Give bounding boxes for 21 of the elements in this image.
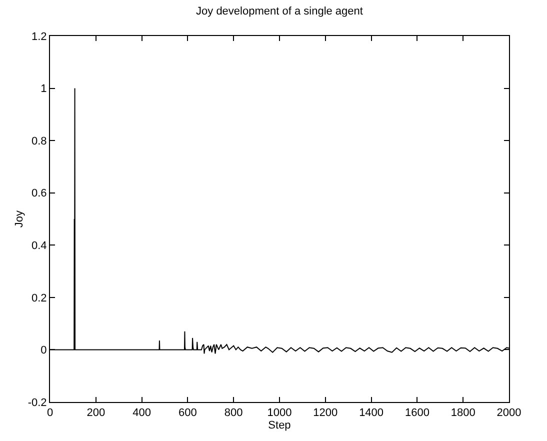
- x-tick-label: 600: [178, 407, 197, 420]
- y-tick-label: 0.4: [32, 240, 47, 252]
- x-tick-label: 2000: [496, 407, 522, 420]
- x-tick-label: 400: [132, 407, 151, 420]
- y-tick-label: -0.2: [28, 396, 47, 409]
- x-tick-label: 1400: [359, 407, 384, 420]
- chart-title: Joy development of a single agent: [196, 5, 363, 18]
- y-tick-label: 0.6: [32, 188, 47, 200]
- y-axis-title: Joy: [13, 210, 26, 228]
- y-tick-label: 0.8: [32, 135, 47, 148]
- x-tick-label: 1600: [404, 407, 430, 420]
- y-tick-label: 1.2: [32, 30, 47, 43]
- x-axis-title: Step: [268, 419, 291, 432]
- x-tick-label: 1200: [313, 407, 338, 420]
- y-tick-label: 1: [40, 83, 47, 96]
- x-tick-label: 1800: [450, 407, 476, 420]
- x-tick-label: 1000: [267, 407, 292, 420]
- y-tick-label: 0: [40, 344, 47, 357]
- y-tick-label: 0.2: [32, 292, 47, 304]
- x-tick-label: 800: [224, 407, 243, 420]
- x-tick-label: 200: [86, 407, 106, 420]
